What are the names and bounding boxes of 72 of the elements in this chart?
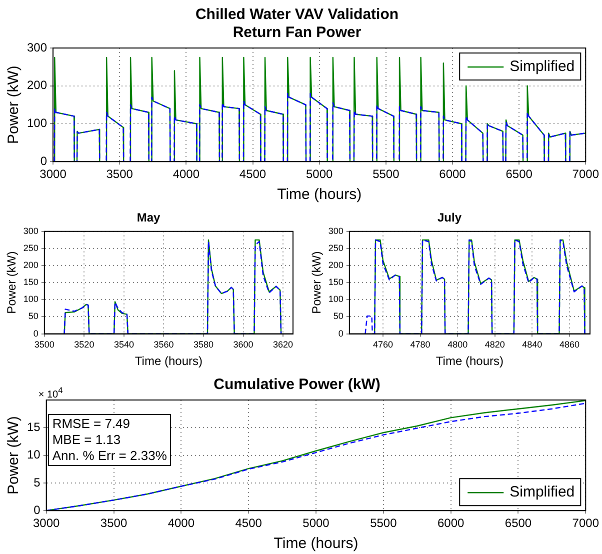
x-tick-label: 5500	[370, 516, 398, 530]
x-tick-label: 6500	[504, 516, 532, 530]
x-tick-label: 6000	[437, 516, 464, 530]
y-tick-label: 0	[338, 328, 344, 338]
x-tick-label: 3500	[106, 167, 134, 182]
y-axis-title: Power (kW)	[5, 66, 22, 144]
y-axis-title: Power (kW)	[310, 251, 324, 314]
x-tick-label: 3500	[100, 516, 128, 530]
y-tick-label: 0	[33, 328, 38, 338]
y-axis-title: Power (kW)	[5, 416, 22, 494]
x-axis-title: Time (hours)	[134, 354, 202, 368]
x-tick-label: 4000	[168, 516, 195, 530]
x-tick-label: 6500	[506, 167, 533, 182]
x-tick-label: 3000	[32, 516, 60, 530]
x-tick-label: 3600	[233, 340, 254, 350]
x-tick-label: 4000	[172, 167, 200, 182]
legend-label: Simplified	[510, 484, 575, 501]
x-tick-label: 3580	[193, 340, 214, 350]
x-tick-label: 6000	[439, 167, 466, 182]
annotation: RMSE = 7.49	[52, 416, 132, 432]
x-tick-label: 3620	[273, 340, 294, 350]
x-tick-label: 5000	[302, 516, 330, 530]
x-axis-title: Time (hours)	[277, 186, 362, 204]
x-tick-label: 5500	[372, 167, 400, 182]
y-tick-label: 150	[328, 277, 344, 288]
annotation: MBE = 1.13	[52, 432, 122, 448]
chart-title: May	[136, 210, 160, 225]
x-tick-label: 4500	[239, 167, 266, 182]
x-tick-label: 5000	[306, 167, 334, 182]
x-tick-label: 4820	[484, 340, 505, 350]
y-tick-label: 150	[23, 277, 38, 288]
y-tick-label: 250	[23, 242, 38, 253]
y-tick-label: 5	[34, 475, 41, 490]
y-tick-label: 300	[26, 40, 48, 54]
y-tick-label: 15	[26, 420, 41, 434]
x-tick-label: 7000	[572, 516, 600, 530]
annotation: Ann. % Err = 2.33%	[52, 448, 167, 464]
chart-subtitle: Return Fan Power	[232, 24, 362, 42]
y-tick-label: 100	[26, 116, 48, 130]
x-tick-label: 4760	[372, 340, 393, 350]
chart-title: July	[437, 210, 462, 225]
annotation: × 10$^{4}$	[38, 385, 63, 400]
x-tick-label: 3560	[154, 340, 174, 350]
x-axis-title: Time (hours)	[436, 354, 504, 368]
x-tick-label: 3520	[74, 340, 94, 350]
x-axis-title: Time (hours)	[274, 535, 358, 552]
y-tick-label: 50	[333, 311, 344, 322]
y-tick-label: 100	[328, 294, 344, 304]
y-tick-label: 300	[328, 226, 344, 236]
y-tick-label: 0	[34, 502, 41, 517]
y-tick-label: 200	[328, 260, 344, 270]
chart-title: Chilled Water VAV Validation	[195, 6, 399, 24]
x-tick-label: 4860	[559, 340, 580, 350]
x-tick-label: 4840	[522, 340, 542, 350]
y-tick-label: 10	[26, 448, 41, 462]
y-tick-label: 200	[23, 260, 38, 270]
y-tick-label: 0	[40, 154, 48, 168]
x-tick-label: 3540	[114, 340, 134, 350]
y-tick-label: 50	[28, 311, 38, 322]
y-axis-title: Power (kW)	[4, 251, 19, 314]
x-tick-label: 3500	[34, 340, 54, 350]
chart-title: Cumulative Power (kW)	[214, 376, 380, 394]
x-tick-label: 7000	[572, 167, 600, 182]
x-tick-label: 3000	[40, 167, 67, 182]
x-tick-label: 4500	[235, 516, 262, 530]
y-tick-label: 250	[328, 242, 344, 253]
x-tick-label: 4780	[410, 340, 430, 350]
y-tick-label: 100	[23, 294, 38, 304]
y-tick-label: 300	[23, 226, 38, 236]
x-tick-label: 4800	[448, 340, 468, 350]
y-tick-label: 200	[26, 78, 48, 92]
legend-label: Simplified	[510, 58, 575, 76]
